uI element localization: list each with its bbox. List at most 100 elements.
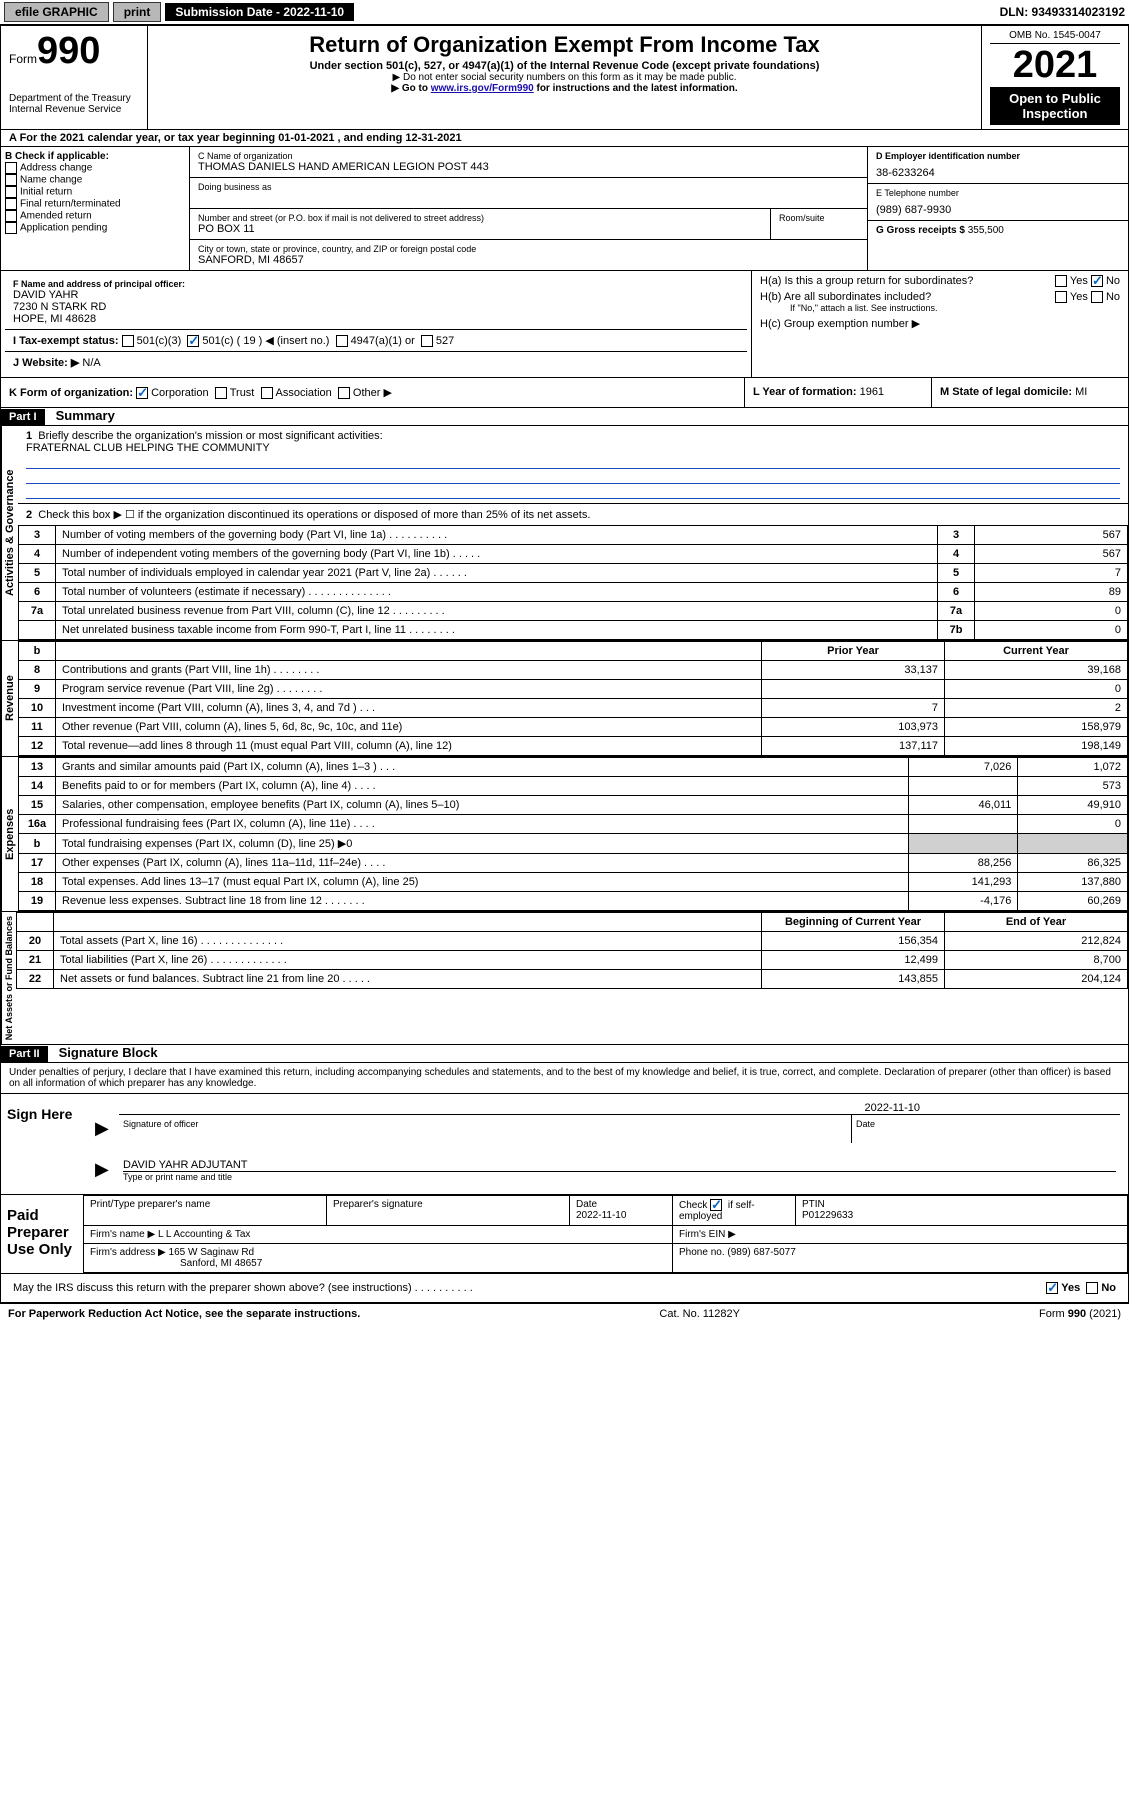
line-num: 14	[19, 777, 56, 796]
q2-text: Check this box ▶ ☐ if the organization d…	[38, 509, 590, 521]
box-num: 7b	[938, 621, 975, 640]
firm-name: L L Accounting & Tax	[158, 1229, 250, 1240]
k-opt-0: Corporation	[151, 387, 208, 399]
line-value: 567	[975, 526, 1128, 545]
print-button[interactable]: print	[113, 2, 162, 22]
line-value: 89	[975, 583, 1128, 602]
checkbox-name-change[interactable]	[5, 174, 17, 186]
line-num: 7a	[19, 602, 56, 621]
line-desc: Salaries, other compensation, employee b…	[56, 796, 909, 815]
line-desc: Other revenue (Part VIII, column (A), li…	[56, 718, 762, 737]
checkbox-self-employed[interactable]	[710, 1199, 722, 1211]
discuss-yes: Yes	[1061, 1282, 1080, 1294]
line-num: 22	[17, 970, 54, 989]
footer: For Paperwork Reduction Act Notice, see …	[0, 1303, 1129, 1324]
current-value: 86,325	[1018, 854, 1128, 873]
form-label: Form	[9, 52, 37, 66]
part1-header: Part I Summary	[0, 408, 1129, 426]
name-title-label: Type or print name and title	[123, 1171, 1116, 1182]
ha-yes: Yes	[1070, 275, 1088, 287]
prep-h3: Date	[576, 1199, 597, 1210]
line-desc: Total liabilities (Part X, line 26) . . …	[54, 951, 762, 970]
gross-receipts: 355,500	[968, 225, 1004, 236]
b-item-4: Amended return	[20, 211, 92, 222]
prior-value: 33,137	[762, 661, 945, 680]
checkbox-initial-return[interactable]	[5, 186, 17, 198]
b-label: B Check if applicable:	[5, 151, 185, 162]
checkbox-corp[interactable]	[136, 387, 148, 399]
prior-value	[908, 815, 1018, 834]
checkbox-hb-no[interactable]	[1091, 291, 1103, 303]
vert-label-net: Net Assets or Fund Balances	[1, 912, 16, 1044]
checkbox-discuss-yes[interactable]	[1046, 1282, 1058, 1294]
checkbox-501c[interactable]	[187, 335, 199, 347]
box-num: 5	[938, 564, 975, 583]
line-num: 16a	[19, 815, 56, 834]
i-opt-1: 501(c) ( 19 ) ◀ (insert no.)	[202, 335, 329, 347]
i-opt-0: 501(c)(3)	[137, 335, 182, 347]
checkbox-assoc[interactable]	[261, 387, 273, 399]
prior-value	[908, 777, 1018, 796]
checkbox-527[interactable]	[421, 335, 433, 347]
current-value: 2	[945, 699, 1128, 718]
revenue-section: Revenue b Prior Year Current Year8 Contr…	[0, 640, 1129, 756]
line-value: 567	[975, 545, 1128, 564]
prior-value: 12,499	[762, 951, 945, 970]
checkbox-final-return[interactable]	[5, 198, 17, 210]
checkbox-discuss-no[interactable]	[1086, 1282, 1098, 1294]
line-num: 8	[19, 661, 56, 680]
prep-h2: Preparer's signature	[333, 1199, 423, 1210]
line-desc: Program service revenue (Part VIII, line…	[56, 680, 762, 699]
sign-here-block: Sign Here 2022-11-10 ▶ Signature of offi…	[0, 1094, 1129, 1195]
efile-button[interactable]: efile GRAPHIC	[4, 2, 109, 22]
underline-3	[26, 484, 1120, 499]
prior-value	[762, 680, 945, 699]
net-assets-table: Beginning of Current Year End of Year20 …	[16, 912, 1128, 989]
line-desc: Total number of volunteers (estimate if …	[56, 583, 938, 602]
checkbox-trust[interactable]	[215, 387, 227, 399]
line-desc: Total expenses. Add lines 13–17 (must eq…	[56, 873, 909, 892]
website-value: N/A	[82, 357, 100, 369]
checkbox-amended[interactable]	[5, 210, 17, 222]
q1-label: Briefly describe the organization's miss…	[38, 430, 382, 442]
header-curr: End of Year	[945, 913, 1128, 932]
checkbox-ha-yes[interactable]	[1055, 275, 1067, 287]
prior-value: 46,011	[908, 796, 1018, 815]
hint-pre: ▶ Go to	[391, 83, 430, 94]
line-num: 9	[19, 680, 56, 699]
line-desc: Number of voting members of the governin…	[56, 526, 938, 545]
j-label: J Website: ▶	[13, 357, 79, 369]
line-desc: Professional fundraising fees (Part IX, …	[56, 815, 909, 834]
line-num: 13	[19, 758, 56, 777]
d-label: D Employer identification number	[876, 151, 1120, 161]
line-num: 21	[17, 951, 54, 970]
part2-title: Signature Block	[51, 1045, 158, 1060]
q2-row: 2 Check this box ▶ ☐ if the organization…	[18, 504, 1128, 525]
net-assets-section: Net Assets or Fund Balances Beginning of…	[0, 911, 1129, 1045]
checkbox-hb-yes[interactable]	[1055, 291, 1067, 303]
line-desc: Revenue less expenses. Subtract line 18 …	[56, 892, 909, 911]
hb-label: H(b) Are all subordinates included?	[760, 291, 931, 303]
firm-name-label: Firm's name ▶	[90, 1229, 155, 1240]
preparer-table: Print/Type preparer's name Preparer's si…	[83, 1195, 1128, 1273]
checkbox-application[interactable]	[5, 222, 17, 234]
checkbox-501c3[interactable]	[122, 335, 134, 347]
hb-no: No	[1106, 291, 1120, 303]
header-prior: Beginning of Current Year	[762, 913, 945, 932]
current-value: 1,072	[1018, 758, 1128, 777]
revenue-table: b Prior Year Current Year8 Contributions…	[18, 641, 1128, 756]
hc-label: H(c) Group exemption number ▶	[760, 317, 1120, 330]
prep-h4: Check if self-employed	[679, 1200, 755, 1222]
officer-addr1: 7230 N STARK RD	[13, 301, 739, 313]
checkbox-ha-no[interactable]	[1091, 275, 1103, 287]
addr-label: Number and street (or P.O. box if mail i…	[198, 213, 762, 223]
prior-value: 141,293	[908, 873, 1018, 892]
irs-link[interactable]: www.irs.gov/Form990	[431, 83, 534, 94]
checkbox-other[interactable]	[338, 387, 350, 399]
line-desc: Net assets or fund balances. Subtract li…	[54, 970, 762, 989]
line-value: 0	[975, 602, 1128, 621]
current-value: 198,149	[945, 737, 1128, 756]
part2-label: Part II	[1, 1046, 48, 1062]
checkbox-4947[interactable]	[336, 335, 348, 347]
checkbox-address-change[interactable]	[5, 162, 17, 174]
